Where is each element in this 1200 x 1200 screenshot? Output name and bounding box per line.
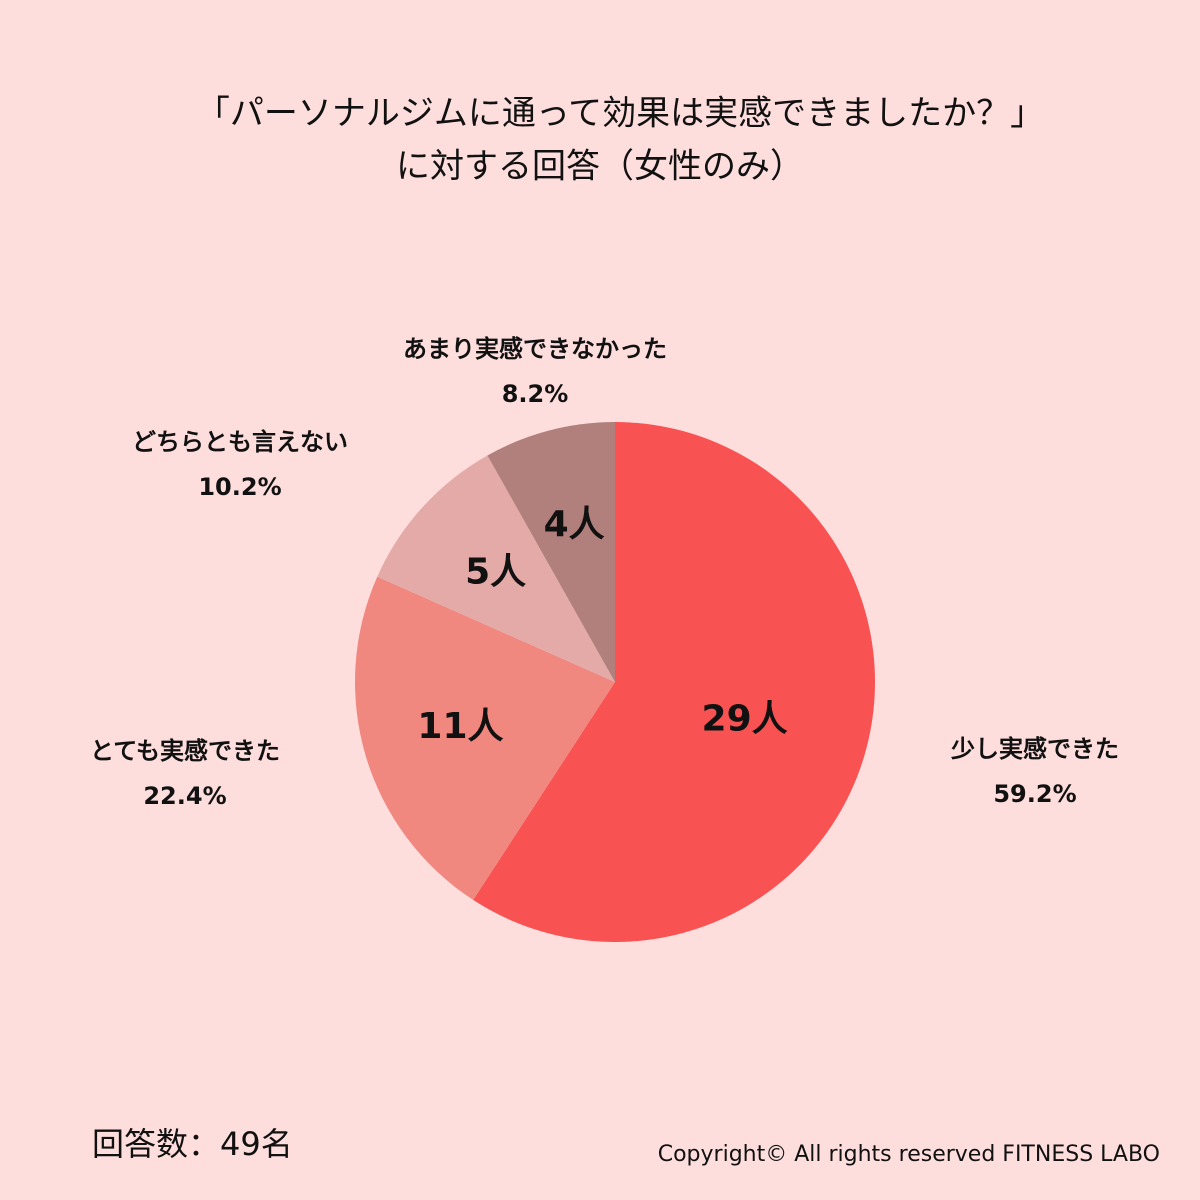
category-label: とても実感できた	[90, 737, 280, 765]
slice-label: 4人	[544, 504, 605, 545]
chart-title: に対する回答（女性のみ）	[396, 147, 804, 187]
slice-label: 5人	[465, 552, 526, 593]
slice-label: 11人	[417, 706, 503, 747]
category-label: あまり実感できなかった	[403, 335, 667, 363]
percent-label: 8.2%	[502, 380, 569, 408]
category-label: 少し実感できた	[950, 735, 1119, 763]
pie-slice	[487, 422, 615, 682]
pie-slice	[377, 455, 615, 682]
pie-slice	[354, 576, 615, 900]
category-label: どちらとも言えない	[132, 428, 348, 456]
slice-label: 29人	[702, 698, 788, 739]
respondents: 回答数：49名	[92, 1125, 293, 1163]
copyright: Copyright© All rights reserved FITNESS L…	[658, 1142, 1160, 1167]
percent-label: 59.2%	[993, 780, 1076, 808]
chart-title: 「パーソナルジムに通って効果は実感できましたか？」	[196, 94, 1044, 134]
percent-label: 22.4%	[143, 782, 226, 810]
pie-slice	[473, 422, 875, 942]
percent-label: 10.2%	[198, 473, 281, 501]
